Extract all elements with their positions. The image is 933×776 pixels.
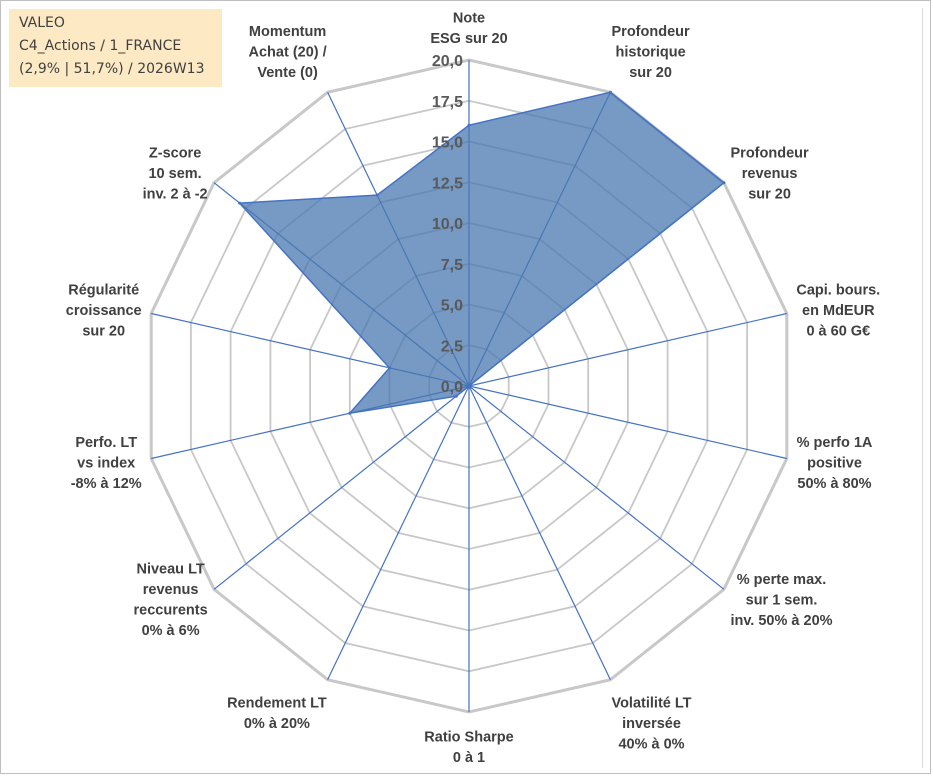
axis-spoke	[468, 385, 611, 680]
axis-spoke	[213, 385, 470, 590]
tick-label: 5,0	[441, 298, 463, 315]
data-point	[608, 90, 612, 94]
category-label: Rendement LT 0% à 20%	[227, 696, 327, 733]
data-point	[348, 411, 352, 415]
info-box-category: C4_Actions / 1_FRANCE	[19, 38, 182, 54]
tick-label: 10,0	[432, 216, 463, 233]
info-box-stats: (2,9% | 51,7%) / 2026W13	[19, 61, 205, 77]
tick-label: 20,0	[432, 53, 463, 70]
series-area	[237, 91, 726, 415]
axis-spoke	[468, 385, 725, 590]
category-label: % perfo 1A positive 50% à 80%	[797, 435, 873, 492]
data-point	[467, 384, 471, 388]
category-label: Z-score 10 sem. inv. 2 à -2	[143, 146, 208, 203]
category-label: Perfo. LT vs index -8% à 12%	[71, 435, 142, 492]
radar-series	[237, 90, 726, 415]
data-point	[722, 181, 726, 185]
category-label: % perte max. sur 1 sem. inv. 50% à 20%	[730, 572, 832, 629]
tick-label: 15,0	[432, 135, 463, 152]
category-label: Niveau LT revenus reccurents 0% à 6%	[134, 562, 208, 640]
info-box: VALEO C4_Actions / 1_FRANCE (2,9% | 51,7…	[9, 9, 222, 87]
radar-tick-labels: 0,0 2,5 5,0 7,5 10,0 12,5 15,0 17,5 20,0	[432, 53, 463, 396]
category-label: Capi. bours. en MdEUR 0 à 60 G€	[796, 283, 880, 340]
category-label: Profondeur historique sur 20	[612, 24, 690, 81]
tick-label: 12,5	[432, 175, 463, 192]
category-label: Momentum Achat (20) / Vente (0)	[249, 24, 327, 81]
axis-spoke	[327, 385, 470, 680]
tick-label: 17,5	[432, 94, 463, 111]
category-label: Régularité croissance sur 20	[66, 283, 142, 340]
info-box-company: VALEO	[19, 15, 65, 31]
category-label: Note ESG sur 20	[430, 11, 507, 48]
tick-label: 7,5	[441, 257, 463, 274]
chart-right-edge	[922, 8, 927, 768]
category-label: Profondeur revenus sur 20	[731, 146, 809, 203]
category-label: Ratio Sharpe 0 à 1	[424, 730, 513, 767]
axis-spoke	[468, 312, 787, 387]
data-point	[375, 193, 379, 197]
data-point	[238, 201, 242, 205]
category-label: Volatilité LT inversée 40% à 0%	[611, 696, 691, 753]
tick-label: 2,5	[441, 338, 463, 355]
data-point	[388, 366, 391, 370]
axis-spoke	[468, 385, 787, 460]
data-point	[454, 394, 458, 398]
data-point	[467, 123, 471, 127]
radar-category-labels: Note ESG sur 20 Profondeur historique sur 20…	[66, 11, 880, 767]
tick-label: 0,0	[441, 379, 463, 396]
